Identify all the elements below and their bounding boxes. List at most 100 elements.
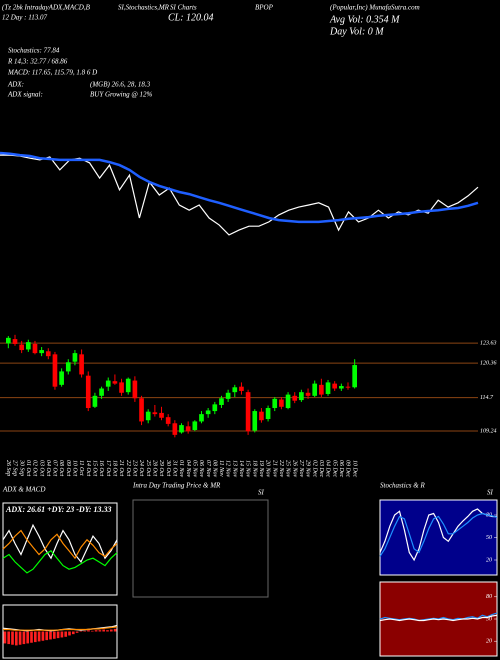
histogram-bar <box>68 631 71 636</box>
header-tag: SI Charts <box>170 4 197 12</box>
histogram-bar <box>64 631 68 637</box>
adx-signal-label: ADX signal: <box>7 91 43 99</box>
x-tick-label: 19 Nov <box>258 460 264 478</box>
series-line <box>379 512 498 557</box>
candle-body <box>145 411 151 421</box>
histogram-bar <box>90 630 94 632</box>
x-tick-label: 09 Dec <box>345 460 351 477</box>
candle-body <box>179 425 184 433</box>
adx-label: ADX: <box>7 81 24 89</box>
histogram-bar <box>22 631 26 645</box>
candle-body <box>239 386 244 391</box>
panel <box>2 604 118 659</box>
histogram-bar <box>7 631 11 645</box>
candle-body <box>172 423 178 435</box>
candle-body <box>25 342 31 350</box>
x-tick-label: 06 Nov <box>198 460 204 478</box>
x-tick-label: 24 Oct <box>138 460 145 476</box>
histogram-bar <box>30 631 33 643</box>
candle-body <box>252 411 258 431</box>
x-tick-label: 02 Oct <box>32 460 38 476</box>
x-tick-label: 06 Dec <box>338 460 344 477</box>
candle-body <box>325 382 331 394</box>
x-tick-label: 29 Nov <box>305 460 311 478</box>
x-tick-label: 12 Nov <box>225 460 231 478</box>
series-line <box>379 614 498 622</box>
candle-body <box>59 371 64 385</box>
histogram-bar <box>26 631 30 644</box>
histogram-bar <box>60 631 64 638</box>
x-tick-label: 31 Oct <box>171 459 177 476</box>
candle-body <box>139 398 144 422</box>
y-tick-label: 120.36 <box>480 360 497 366</box>
candle-body <box>152 412 158 415</box>
x-tick-label: 10 Dec <box>351 460 357 477</box>
panel-title: SI <box>487 489 494 497</box>
day-ma: 12 Day : 113.07 <box>2 14 47 22</box>
candle-body <box>272 398 278 409</box>
x-tick-label: 30 Sep <box>18 459 24 476</box>
x-tick-label: 09 Oct <box>65 460 71 476</box>
candle-body <box>12 339 18 344</box>
candle-body <box>265 408 271 420</box>
candle-body <box>299 392 304 401</box>
series-line <box>0 154 479 236</box>
histogram-bar <box>79 630 83 632</box>
x-tick-label: 04 Oct <box>45 460 52 476</box>
y-tick-label: 123.63 <box>480 341 497 347</box>
candle-body <box>212 404 218 412</box>
x-tick-label: 18 Nov <box>251 460 257 478</box>
header-tag: SI,Stochastics,MR <box>118 4 170 12</box>
candle-body <box>105 380 111 387</box>
candle-body <box>279 399 284 407</box>
x-tick-label: 02 Dec <box>311 460 317 477</box>
series-line <box>2 550 118 574</box>
series-line <box>379 508 498 562</box>
y-tick-label: 50 <box>486 616 492 622</box>
x-tick-label: 14 Nov <box>238 460 245 478</box>
series-line <box>379 612 498 622</box>
panel-title: Intra Day Trading Price & MR <box>132 482 221 490</box>
candle-body <box>52 354 58 387</box>
x-tick-label: 21 Nov <box>271 460 277 478</box>
x-tick-label: 03 Oct <box>38 460 44 476</box>
candle-body <box>339 386 344 389</box>
histogram-bar <box>41 631 45 641</box>
candle-body <box>259 411 264 421</box>
x-tick-label: 16 Oct <box>98 460 104 476</box>
x-tick-label: 10 Oct <box>72 460 78 476</box>
day-volume: Day Vol: 0 M <box>329 26 384 37</box>
symbol: BPOP <box>255 4 274 12</box>
histogram-bar <box>94 630 98 632</box>
candle-body <box>45 351 51 357</box>
histogram-bar <box>98 630 102 632</box>
histogram-bar <box>49 631 52 640</box>
candle-body <box>285 394 291 409</box>
x-tick-label: 11 Oct <box>78 460 84 476</box>
candle-body <box>232 387 238 393</box>
avg-volume: Avg Vol: 0.354 M <box>329 14 400 25</box>
company: (Popular,Inc) MunafaSutra.com <box>330 4 420 12</box>
candle-body <box>225 392 231 399</box>
histogram-bar <box>18 631 22 645</box>
histogram-bar <box>45 631 49 641</box>
histogram-bar <box>113 628 117 632</box>
histogram-bar <box>102 629 106 632</box>
histogram-bar <box>11 631 14 645</box>
x-tick-label: 27 Sep <box>12 460 18 476</box>
x-tick-label: 28 Oct <box>151 460 157 476</box>
x-tick-label: 26 Nov <box>291 460 297 478</box>
x-tick-label: 07 Oct <box>52 460 58 476</box>
x-tick-label: 17 Oct <box>105 460 111 476</box>
x-tick-label: 26 Sep <box>5 460 11 476</box>
x-tick-label: 08 Oct <box>58 460 64 476</box>
histogram-bar <box>52 631 56 639</box>
y-tick-label: 20 <box>486 639 492 645</box>
x-tick-label: 01 Oct <box>25 460 31 476</box>
candle-body <box>5 337 11 344</box>
panel-title: ADX & MACD <box>2 486 45 494</box>
panel-title: Stochastics & R <box>380 482 425 490</box>
macd: MACD: 117.65, 115.79, 1.8 6 D <box>7 69 97 77</box>
rsi: R 14,3: 32.77 / 68.86 <box>7 58 68 66</box>
